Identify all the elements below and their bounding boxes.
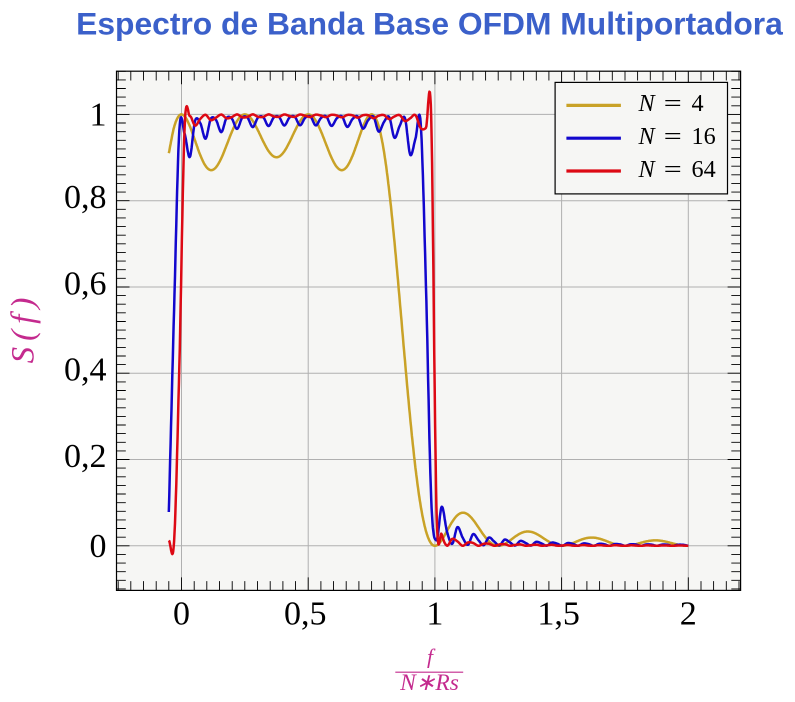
svg-text:0,2: 0,2 bbox=[64, 438, 107, 475]
svg-text:Espectro de Banda Base OFDM Mu: Espectro de Banda Base OFDM Multiportado… bbox=[76, 5, 783, 41]
svg-text:=: = bbox=[664, 90, 682, 117]
svg-text:0,4: 0,4 bbox=[64, 352, 107, 389]
svg-text:f: f bbox=[427, 645, 436, 669]
svg-text:64: 64 bbox=[692, 156, 716, 183]
svg-text:4: 4 bbox=[692, 90, 704, 117]
svg-text:N: N bbox=[638, 156, 657, 183]
svg-text:1,5: 1,5 bbox=[537, 596, 580, 633]
svg-text:0,8: 0,8 bbox=[64, 179, 107, 216]
svg-text:0: 0 bbox=[90, 528, 107, 565]
svg-text:0,6: 0,6 bbox=[64, 265, 107, 302]
svg-text:N∗Rs: N∗Rs bbox=[399, 670, 459, 696]
svg-text:=: = bbox=[664, 123, 682, 150]
svg-text:1: 1 bbox=[426, 596, 443, 633]
svg-text:N: N bbox=[638, 90, 657, 117]
svg-text:16: 16 bbox=[692, 123, 716, 150]
svg-text:=: = bbox=[664, 156, 682, 183]
svg-text:2: 2 bbox=[680, 596, 697, 633]
svg-text:S(f): S(f) bbox=[6, 292, 42, 364]
svg-text:1: 1 bbox=[90, 97, 107, 134]
svg-text:N: N bbox=[638, 123, 657, 150]
svg-text:0,5: 0,5 bbox=[284, 596, 327, 633]
svg-text:0: 0 bbox=[173, 596, 190, 633]
